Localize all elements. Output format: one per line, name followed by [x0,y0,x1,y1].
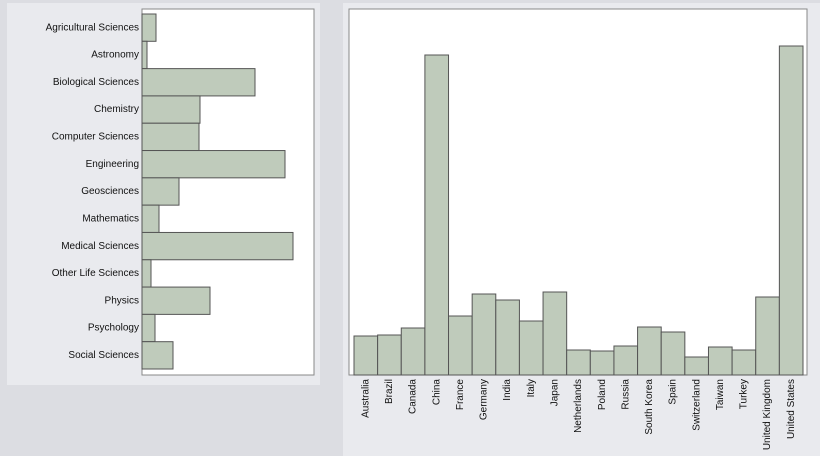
x-tick-label: Taiwan [715,379,726,410]
bar [377,334,402,376]
bar [141,313,156,343]
bar [141,13,157,42]
x-tick-label: Spain [668,379,679,405]
x-tick-label: Germany [479,379,490,420]
bar [518,320,544,376]
bar [471,293,497,376]
bar [707,346,733,376]
y-tick-label: Agricultural Sciences [46,22,139,33]
bar [613,345,639,376]
y-tick-label: Engineering [86,159,139,170]
bar [778,45,804,376]
bar [141,231,294,261]
bar [589,350,615,376]
bar [141,95,201,124]
y-tick-label: Other Life Sciences [52,268,139,279]
x-tick-label: Netherlands [573,379,584,433]
plot-area [348,8,808,376]
x-tick-label: India [502,379,513,401]
x-tick-label: Canada [408,379,419,414]
bar [424,54,450,376]
bar [731,349,757,376]
x-tick-label: Japan [550,379,561,406]
y-tick-label: Biological Sciences [53,77,139,88]
x-tick-label: Poland [597,379,608,410]
x-tick-label: South Korea [644,379,655,435]
x-tick-label: Australia [360,379,371,418]
y-tick-label: Computer Sciences [52,132,139,143]
bar [353,335,379,376]
bar [141,40,148,70]
bar [141,286,211,315]
bar [448,315,473,376]
y-tick-label: Chemistry [94,104,139,115]
bar [141,341,174,370]
bar [566,349,591,376]
x-tick-label: Brazil [384,379,395,404]
bar [495,299,520,376]
y-tick-label: Physics [105,295,139,306]
bar [684,356,709,376]
x-tick-label: Switzerland [691,379,702,431]
y-tick-label: Mathematics [82,213,139,224]
bar [542,291,568,376]
x-tick-label: Russia [620,379,631,410]
x-tick-label: Italy [526,379,537,397]
bar [400,327,426,376]
y-tick-label: Medical Sciences [61,241,139,252]
y-tick-label: Astronomy [91,50,139,61]
y-tick-label: Geosciences [81,186,139,197]
bar [141,259,152,288]
x-tick-label: Turkey [739,379,750,409]
x-tick-label: United States [786,379,797,439]
bar [755,296,780,376]
bar [637,326,662,376]
bar [141,204,160,233]
bar [141,177,180,206]
bar [660,331,686,376]
bar [141,122,200,152]
y-tick-label: Psychology [88,323,139,334]
y-tick-label: Social Sciences [68,350,139,361]
x-tick-label: China [431,379,442,406]
x-tick-label: United Kingdom [762,379,773,450]
bar [141,150,286,179]
x-tick-label: France [455,379,466,411]
bar [141,68,256,97]
